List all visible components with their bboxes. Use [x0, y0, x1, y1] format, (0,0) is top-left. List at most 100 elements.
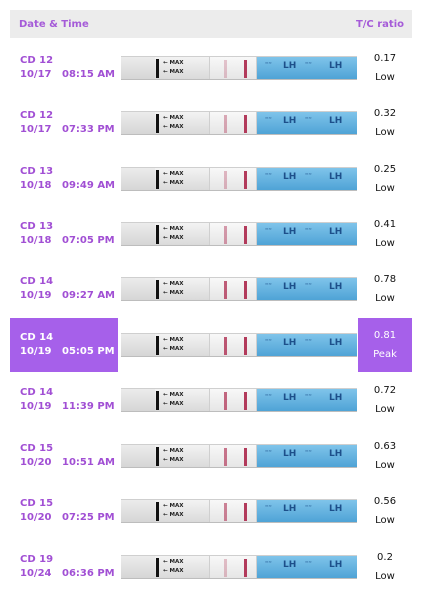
test-date: 10/18 [20, 235, 52, 246]
test-date: 10/17 [20, 69, 52, 80]
row-ratio: 0.56 Low [358, 484, 412, 538]
tc-ratio-value: 0.81 [373, 330, 397, 341]
row-datetime: CD 19 10/24 06:36 PM [10, 540, 118, 594]
strip-result-window [209, 168, 257, 190]
test-line [224, 281, 227, 299]
test-time: 08:15 AM [62, 69, 116, 80]
lh-label: LH [329, 61, 343, 71]
strip-handle [121, 389, 155, 411]
cycle-day-label: CD 14 [20, 387, 54, 398]
tc-ratio-value: 0.41 [373, 219, 397, 230]
strip-handle [121, 334, 155, 356]
table-row[interactable]: CD 13 10/18 09:49 AM ← MAX ← MAX ≈≈ LH ≈… [0, 152, 422, 206]
max-label: ← MAX [163, 559, 184, 565]
control-line [244, 448, 247, 466]
lh-level-label: Low [375, 571, 395, 582]
test-date: 10/19 [20, 401, 52, 412]
brand-mark: ≈≈ [305, 171, 312, 176]
strip-max-bar [156, 391, 159, 410]
strip-result-window [209, 223, 257, 245]
brand-mark: ≈≈ [305, 226, 312, 231]
max-label: ← MAX [163, 235, 184, 241]
strip-max-bar [156, 280, 159, 299]
lh-label: LH [329, 172, 343, 182]
lh-label: LH [283, 172, 297, 182]
brand-mark: ≈≈ [305, 337, 312, 342]
table-row[interactable]: CD 14 10/19 11:39 PM ← MAX ← MAX ≈≈ LH ≈… [0, 373, 422, 427]
lh-label: LH [283, 504, 297, 514]
brand-mark: ≈≈ [305, 115, 312, 120]
cycle-day-label: CD 12 [20, 110, 54, 121]
lh-label: LH [283, 61, 297, 71]
strip-result-window [209, 500, 257, 522]
lh-label: LH [329, 116, 343, 126]
test-time: 05:05 PM [62, 346, 115, 357]
max-label: ← MAX [163, 503, 184, 509]
strip-wrapper-print: ≈≈ LH ≈≈ LH [257, 445, 357, 467]
lh-label: LH [283, 338, 297, 348]
lh-level-label: Low [375, 183, 395, 194]
strip-max-bar [156, 447, 159, 466]
max-label: ← MAX [163, 281, 184, 287]
test-time: 07:25 PM [62, 512, 115, 523]
control-line [244, 337, 247, 355]
test-line [224, 60, 227, 78]
row-datetime: CD 14 10/19 11:39 PM [10, 373, 118, 427]
row-datetime: CD 13 10/18 09:49 AM [10, 152, 118, 206]
tc-ratio-value: 0.78 [373, 274, 397, 285]
brand-mark: ≈≈ [265, 60, 272, 65]
test-time: 06:36 PM [62, 568, 115, 579]
brand-mark: ≈≈ [305, 60, 312, 65]
tc-ratio-column-header: T/C ratio [355, 18, 404, 30]
lh-label: LH [283, 116, 297, 126]
strip-handle [121, 57, 155, 79]
table-row[interactable]: CD 12 10/17 07:33 PM ← MAX ← MAX ≈≈ LH ≈… [0, 96, 422, 150]
max-label: ← MAX [163, 337, 184, 343]
table-row[interactable]: CD 19 10/24 06:36 PM ← MAX ← MAX ≈≈ LH ≈… [0, 540, 422, 594]
control-line [244, 281, 247, 299]
strip-wrapper-print: ≈≈ LH ≈≈ LH [257, 168, 357, 190]
test-line [224, 559, 227, 577]
test-time: 09:27 AM [62, 290, 116, 301]
max-label: ← MAX [163, 60, 184, 66]
control-line [244, 115, 247, 133]
test-time: 11:39 PM [62, 401, 115, 412]
date-time-column-header: Date & Time [19, 18, 89, 30]
brand-mark: ≈≈ [265, 281, 272, 286]
row-datetime: CD 12 10/17 08:15 AM [10, 41, 118, 95]
test-strip-image: ← MAX ← MAX ≈≈ LH ≈≈ LH [121, 111, 357, 135]
row-ratio: 0.63 Low [358, 429, 412, 483]
test-line [224, 392, 227, 410]
test-strip-image: ← MAX ← MAX ≈≈ LH ≈≈ LH [121, 167, 357, 191]
brand-mark: ≈≈ [305, 448, 312, 453]
test-date: 10/20 [20, 512, 52, 523]
max-label: ← MAX [163, 457, 184, 463]
control-line [244, 392, 247, 410]
row-ratio: 0.17 Low [358, 41, 412, 95]
max-label: ← MAX [163, 568, 184, 574]
lh-level-label: Low [375, 515, 395, 526]
lh-label: LH [329, 393, 343, 403]
test-strip-image: ← MAX ← MAX ≈≈ LH ≈≈ LH [121, 499, 357, 523]
table-row[interactable]: CD 15 10/20 07:25 PM ← MAX ← MAX ≈≈ LH ≈… [0, 484, 422, 538]
tc-ratio-value: 0.32 [373, 108, 397, 119]
table-row[interactable]: CD 14 10/19 09:27 AM ← MAX ← MAX ≈≈ LH ≈… [0, 262, 422, 316]
lh-label: LH [329, 504, 343, 514]
row-datetime: CD 15 10/20 10:51 AM [10, 429, 118, 483]
cycle-day-label: CD 14 [20, 332, 54, 343]
table-row[interactable]: CD 13 10/18 07:05 PM ← MAX ← MAX ≈≈ LH ≈… [0, 207, 422, 261]
table-row[interactable]: CD 14 10/19 05:05 PM ← MAX ← MAX ≈≈ LH ≈… [0, 318, 422, 372]
lh-level-label: Low [375, 238, 395, 249]
control-line [244, 503, 247, 521]
lh-label: LH [283, 449, 297, 459]
strip-handle [121, 500, 155, 522]
row-datetime: CD 14 10/19 05:05 PM [10, 318, 118, 372]
strip-max-bar [156, 225, 159, 244]
test-time: 07:05 PM [62, 235, 115, 246]
table-row[interactable]: CD 15 10/20 10:51 AM ← MAX ← MAX ≈≈ LH ≈… [0, 429, 422, 483]
strip-wrapper-print: ≈≈ LH ≈≈ LH [257, 278, 357, 300]
row-ratio: 0.25 Low [358, 152, 412, 206]
max-label: ← MAX [163, 180, 184, 186]
test-date: 10/19 [20, 290, 52, 301]
table-row[interactable]: CD 12 10/17 08:15 AM ← MAX ← MAX ≈≈ LH ≈… [0, 41, 422, 95]
